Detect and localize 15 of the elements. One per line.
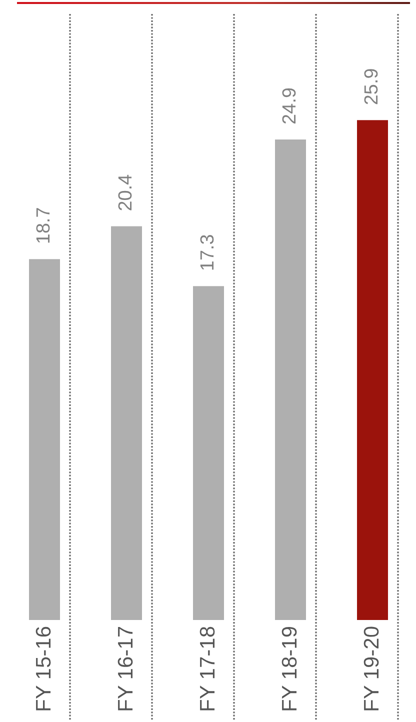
x-tick-label: FY 18-19 [278,626,302,712]
x-tick-label: FY 15-16 [32,626,56,712]
data-label: 25.9 [362,68,383,106]
x-tick-label: FY 16-17 [114,626,138,712]
data-label: 18.7 [34,207,55,244]
bar [193,286,224,620]
bar [111,226,142,620]
data-label: 20.4 [116,174,137,212]
bar [357,120,388,620]
bar [275,139,306,620]
bar [29,259,60,620]
data-label: 17.3 [198,234,219,272]
x-tick-label: FY 17-18 [196,626,220,712]
x-tick-label: FY 19-20 [360,626,384,712]
data-label: 24.9 [280,87,301,124]
